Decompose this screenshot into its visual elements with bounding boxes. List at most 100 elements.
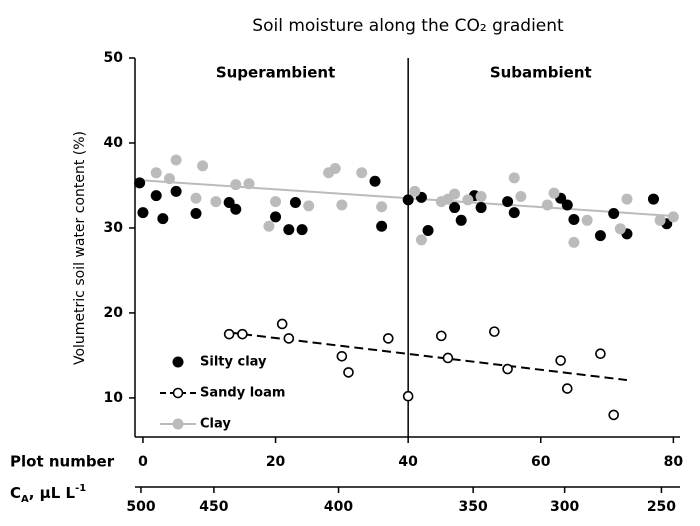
y-tick-label: 20 bbox=[104, 305, 124, 321]
ca-label-part: C bbox=[10, 484, 21, 502]
point bbox=[376, 220, 388, 232]
x-tick-label: 40 bbox=[398, 454, 418, 470]
point bbox=[170, 185, 182, 197]
point bbox=[243, 178, 255, 190]
point bbox=[502, 363, 513, 375]
point bbox=[449, 188, 461, 200]
point bbox=[595, 348, 606, 360]
point bbox=[548, 187, 560, 199]
y-tick-label: 50 bbox=[104, 50, 124, 66]
y-axis-label: Volumetric soil water content (%) bbox=[72, 131, 88, 365]
point bbox=[230, 203, 242, 215]
point bbox=[369, 175, 381, 187]
point bbox=[270, 211, 282, 223]
point bbox=[137, 207, 149, 219]
point bbox=[608, 409, 619, 421]
x-tick-label: 0 bbox=[138, 454, 148, 470]
ca-label-part: -1 bbox=[75, 483, 86, 494]
x-axis-label: Plot number bbox=[10, 453, 115, 471]
ca-tick-label: 450 bbox=[199, 499, 228, 515]
y-tick-label: 10 bbox=[104, 390, 124, 406]
point bbox=[336, 199, 348, 211]
point bbox=[594, 230, 606, 242]
point bbox=[462, 194, 474, 206]
legend-label: Sandy loam bbox=[200, 386, 285, 401]
point bbox=[568, 236, 580, 248]
point bbox=[382, 333, 394, 344]
point bbox=[489, 326, 500, 337]
point bbox=[561, 199, 573, 211]
chart-title: Soil moisture along the CO₂ gradient bbox=[252, 16, 564, 36]
point bbox=[409, 185, 421, 197]
legend-marker bbox=[172, 356, 184, 368]
point bbox=[210, 196, 222, 208]
ca-tick-label: 300 bbox=[550, 499, 579, 515]
point bbox=[555, 355, 566, 366]
x-tick-label: 20 bbox=[266, 454, 286, 470]
legend-label: Clay bbox=[200, 417, 231, 432]
point bbox=[436, 330, 447, 342]
point bbox=[561, 383, 573, 394]
point bbox=[237, 328, 248, 340]
point bbox=[170, 154, 182, 166]
point bbox=[614, 223, 626, 235]
point bbox=[197, 160, 209, 172]
point bbox=[515, 191, 527, 203]
point bbox=[336, 350, 348, 362]
point bbox=[296, 224, 308, 236]
annotation: Superambient bbox=[216, 64, 335, 82]
point bbox=[263, 220, 275, 232]
point bbox=[568, 213, 580, 225]
point bbox=[283, 333, 295, 344]
point bbox=[455, 214, 467, 226]
point bbox=[608, 208, 620, 220]
point bbox=[402, 390, 414, 402]
legend-marker bbox=[172, 418, 184, 430]
point bbox=[343, 367, 354, 378]
point bbox=[134, 177, 146, 189]
annotation: Subambient bbox=[490, 64, 592, 82]
ca-label-part: A bbox=[21, 494, 29, 505]
point bbox=[475, 202, 487, 214]
point bbox=[276, 318, 288, 330]
y-tick-label: 30 bbox=[104, 220, 124, 236]
point bbox=[150, 167, 162, 179]
point bbox=[157, 213, 169, 225]
point bbox=[508, 207, 520, 219]
ca-tick-label: 350 bbox=[459, 499, 488, 515]
point bbox=[230, 179, 242, 191]
trend-line bbox=[229, 331, 628, 382]
point bbox=[303, 200, 315, 212]
point bbox=[223, 196, 235, 208]
point bbox=[502, 196, 514, 208]
ca-axis-label: CA, μL L-1 bbox=[10, 483, 86, 505]
point bbox=[356, 167, 368, 179]
ca-tick-label: 400 bbox=[324, 499, 353, 515]
point bbox=[402, 194, 414, 206]
point bbox=[415, 234, 427, 246]
point bbox=[329, 162, 341, 174]
point bbox=[270, 196, 282, 208]
ca-tick-label: 250 bbox=[647, 499, 676, 515]
point bbox=[163, 173, 175, 185]
point bbox=[376, 201, 388, 213]
x-tick-label: 60 bbox=[531, 454, 551, 470]
ca-label-part: , μL L bbox=[29, 484, 76, 502]
point bbox=[621, 193, 633, 205]
point bbox=[449, 202, 461, 214]
point bbox=[422, 225, 434, 237]
legend-marker bbox=[172, 387, 184, 399]
x-tick-label: 80 bbox=[664, 454, 684, 470]
point bbox=[442, 352, 454, 364]
ca-tick-label: 500 bbox=[126, 499, 155, 515]
point bbox=[541, 199, 553, 211]
point bbox=[190, 192, 202, 204]
point bbox=[475, 191, 487, 203]
point bbox=[289, 196, 301, 208]
point bbox=[283, 224, 295, 236]
point bbox=[647, 193, 659, 205]
point bbox=[190, 208, 202, 220]
legend-label: Silty clay bbox=[200, 355, 267, 370]
point bbox=[150, 190, 162, 202]
